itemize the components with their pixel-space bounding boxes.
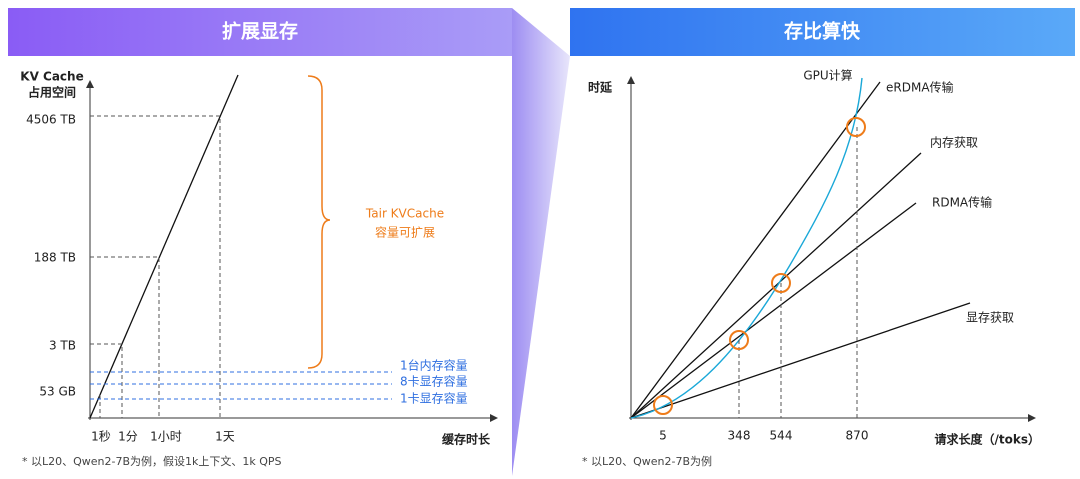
y-tick-label: 53 GB bbox=[39, 385, 76, 399]
y-tick-label: 3 TB bbox=[49, 339, 76, 353]
latency-lines bbox=[630, 81, 971, 419]
x-label: 请求长度（/toks） bbox=[935, 432, 1041, 447]
x-tick-label: 5 bbox=[659, 429, 667, 443]
guide-lines bbox=[90, 115, 221, 418]
y-tick-label: 188 TB bbox=[34, 251, 76, 265]
line-label: eRDMA传输 bbox=[886, 80, 954, 95]
growth-line bbox=[89, 74, 239, 419]
capacity-label: 1台内存容量 bbox=[400, 358, 468, 373]
x-tick-label: 1秒 bbox=[91, 430, 111, 444]
y-label: KV Cache bbox=[20, 70, 83, 84]
gpu-curve bbox=[630, 77, 863, 419]
right-header: 存比算快 bbox=[784, 20, 861, 43]
x-tick-label: 348 bbox=[728, 429, 751, 443]
line-label: GPU计算 bbox=[803, 68, 852, 83]
intersection-circles bbox=[653, 117, 866, 415]
capacity-label: 1卡显存容量 bbox=[400, 391, 468, 406]
x-tick-label: 1分 bbox=[118, 430, 138, 444]
left-header: 扩展显存 bbox=[222, 20, 298, 43]
x-tick-label: 1小时 bbox=[150, 430, 182, 444]
line-label: RDMA传输 bbox=[932, 195, 992, 210]
footnote: * 以L20、Qwen2-7B为例，假设1k上下文、1k QPS bbox=[22, 454, 282, 468]
y-tick-label: 4506 TB bbox=[26, 113, 76, 127]
guide-lines bbox=[738, 127, 858, 418]
y-label: 时延 bbox=[588, 80, 613, 95]
line-label: 内存获取 bbox=[930, 136, 978, 150]
right-header-bar bbox=[570, 8, 1075, 56]
brace-label: Tair KVCache bbox=[365, 207, 444, 221]
capacity-label: 8卡显存容量 bbox=[400, 374, 468, 389]
x-tick-label: 1天 bbox=[215, 430, 235, 444]
brace-label: 容量可扩展 bbox=[375, 225, 435, 240]
x-tick-label: 870 bbox=[846, 429, 869, 443]
funnel bbox=[512, 8, 570, 476]
line-label: 显存获取 bbox=[966, 311, 1014, 325]
y-label: 占用空间 bbox=[28, 85, 76, 100]
left-header-bar bbox=[8, 8, 512, 56]
x-tick-label: 544 bbox=[770, 429, 793, 443]
footnote: * 以L20、Qwen2-7B为例 bbox=[582, 454, 712, 468]
x-label: 缓存时长 bbox=[442, 432, 491, 447]
brace bbox=[307, 75, 331, 369]
